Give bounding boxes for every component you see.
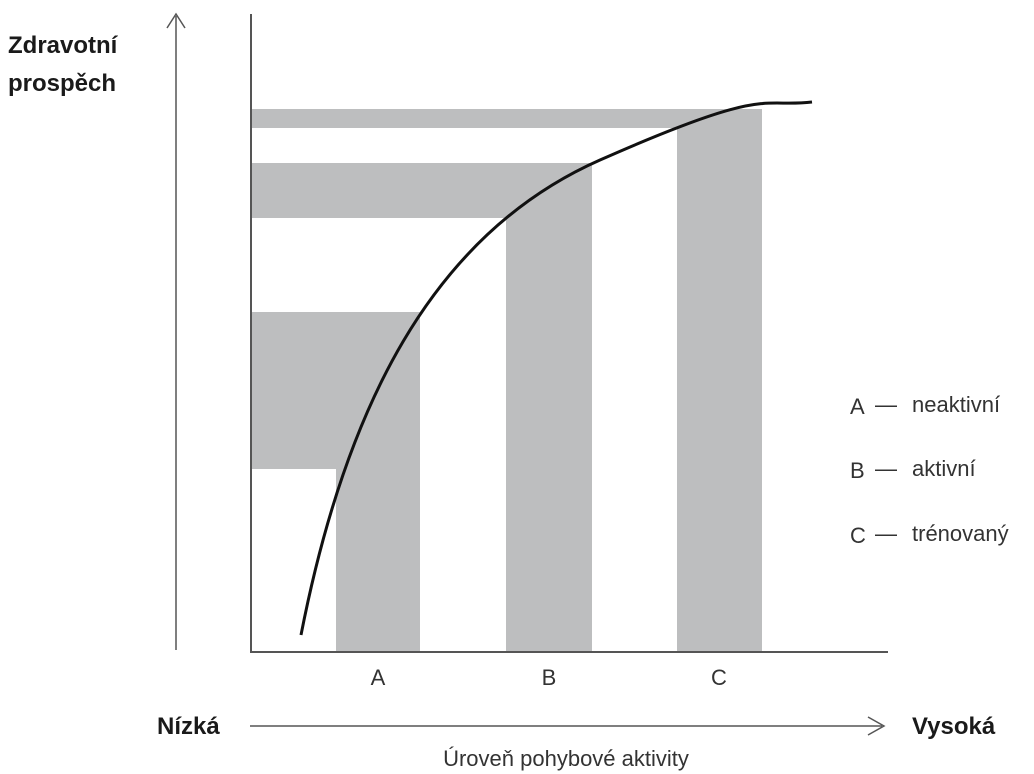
x-axis-title: Úroveň pohybové aktivity: [443, 746, 689, 771]
legend-key-c: C: [850, 523, 866, 548]
legend-key-b: B: [850, 458, 865, 483]
legend-item-c: C — trénovaný: [850, 521, 1009, 548]
legend-item-a: A — neaktivní: [850, 392, 1000, 419]
band-c-benefit: [252, 109, 762, 128]
column-label-c: C: [711, 665, 727, 690]
y-axis-label-line2: prospěch: [8, 70, 116, 97]
legend-text-c: trénovaný: [912, 521, 1009, 546]
legend: A — neaktivní B — aktivní C — trénovaný: [850, 392, 1009, 548]
column-label-b: B: [542, 665, 557, 690]
x-axis-low-label: Nízká: [157, 713, 220, 740]
legend-dash-a: —: [875, 392, 897, 417]
legend-text-a: neaktivní: [912, 392, 1000, 417]
x-arrow-head-icon: [867, 716, 886, 736]
legend-dash-b: —: [875, 456, 897, 481]
legend-key-a: A: [850, 394, 865, 419]
column-b: [506, 163, 592, 652]
y-axis-label-line1: Zdravotní: [8, 32, 119, 59]
legend-item-b: B — aktivní: [850, 456, 976, 483]
column-label-a: A: [371, 665, 386, 690]
benefit-curve: [299, 100, 813, 636]
legend-text-b: aktivní: [912, 456, 976, 481]
column-a: [336, 312, 420, 652]
column-c: [677, 109, 762, 652]
legend-dash-c: —: [875, 521, 897, 546]
y-arrow-head-icon: [166, 12, 186, 29]
x-axis-high-label: Vysoká: [912, 713, 996, 740]
